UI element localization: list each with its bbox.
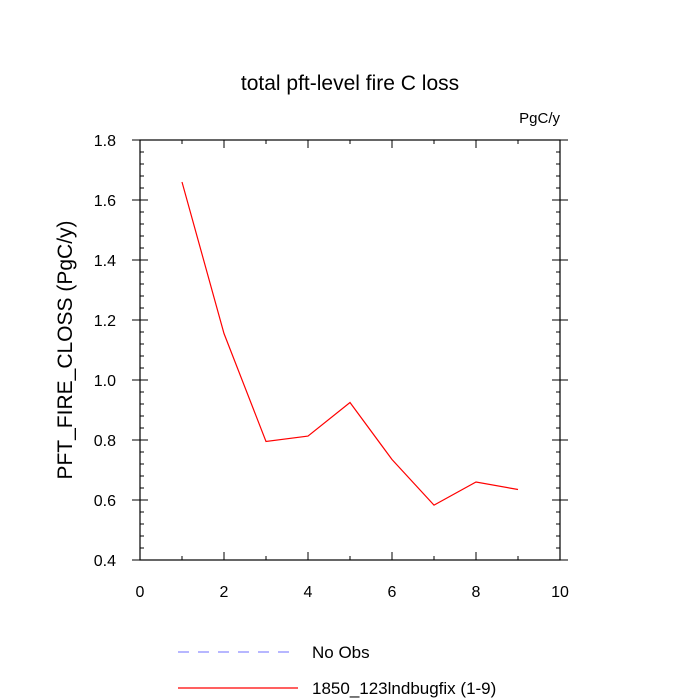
y-tick-label: 1.0 <box>94 373 116 390</box>
x-tick-label: 4 <box>304 584 313 601</box>
y-axis-label: PFT_FIRE_CLOSS (PgC/y) <box>54 220 77 479</box>
y-tick-label: 0.4 <box>94 553 116 570</box>
y-tick-label: 1.2 <box>94 313 116 330</box>
y-tick-label: 1.6 <box>94 193 116 210</box>
legend-label-0: No Obs <box>312 643 370 662</box>
x-tick-label: 8 <box>472 584 481 601</box>
y-tick-label: 1.8 <box>94 133 116 150</box>
plot-frame <box>139 139 561 561</box>
y-tick-label: 0.6 <box>94 493 116 510</box>
chart-title: total pft-level fire C loss <box>241 72 459 95</box>
units-label: PgC/y <box>519 110 560 127</box>
y-tick-label: 1.4 <box>94 253 116 270</box>
axis-ticks: 0 2 4 6 8 10 0.4 0.6 0.8 1.0 1.2 1.4 1.6 1.8 <box>94 133 569 601</box>
legend-label-1: 1850_123lndbugfix (1-9) <box>312 679 496 698</box>
y-tick-label: 0.8 <box>94 433 116 450</box>
x-tick-label: 6 <box>388 584 397 601</box>
x-tick-label: 2 <box>220 584 229 601</box>
x-tick-label: 0 <box>136 584 145 601</box>
legend: No Obs 1850_123lndbugfix (1-9) <box>178 643 496 698</box>
x-tick-label: 10 <box>551 584 569 601</box>
series-line-1 <box>181 181 519 506</box>
series-lines <box>181 181 519 506</box>
